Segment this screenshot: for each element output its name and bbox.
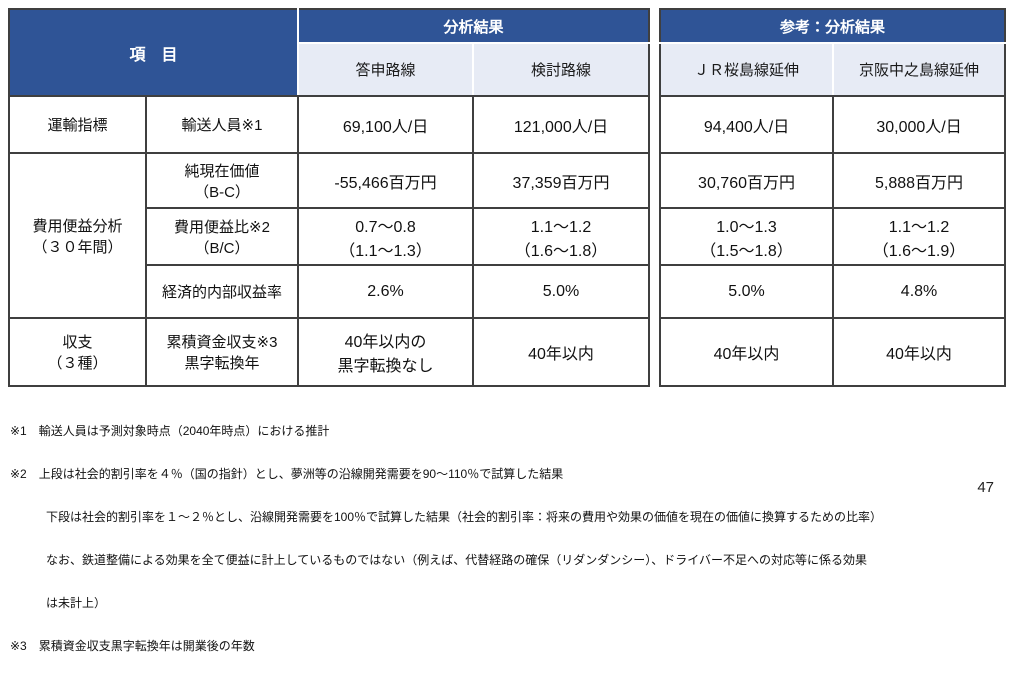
value-transport-kento: 121,000人/日 (472, 95, 651, 154)
ref-row-bcr: 1.0～1.3 （1.5～1.8） 1.1～1.2 （1.6～1.9） (659, 207, 1007, 266)
value-npv-jr: 30,760百万円 (659, 152, 835, 209)
group-cell-balance: 収支 （３種） (8, 317, 147, 387)
header-reference: 参考：分析結果 (659, 8, 1007, 44)
col-header-toshin: 答申路線 (297, 42, 475, 97)
header-item: 項 目 (7, 8, 300, 97)
row-balance: 収支 （３種） 累積資金収支※3 黒字転換年 40年以内の 黒字転換なし 40年… (8, 317, 651, 387)
value-balance-keihan: 40年以内 (832, 317, 1007, 387)
footnotes: ※1 輸送人員は予測対象時点（2040年時点）における推計 ※2 上段は社会的割… (10, 396, 1002, 682)
value-balance-jr: 40年以内 (659, 317, 835, 387)
ref-row-npv: 30,760百万円 5,888百万円 (659, 152, 1007, 209)
row-transport: 運輸指標 輸送人員※1 69,100人/日 121,000人/日 (8, 95, 651, 154)
value-eirr-jr: 5.0% (659, 264, 835, 319)
value-transport-toshin: 69,100人/日 (297, 95, 475, 154)
group-cell-transport: 運輸指標 (8, 95, 147, 154)
reference-header-row-1: 参考：分析結果 (659, 8, 1007, 44)
slide-page: 項 目 分析結果 答申路線 検討路線 運輸指標 輸送人員※1 69,100人/日… (7, 8, 1007, 653)
value-balance-kento: 40年以内 (472, 317, 651, 387)
value-bcr-kento: 1.1～1.2 （1.6～1.8） (472, 207, 651, 266)
page-number: 47 (977, 479, 994, 496)
group-cell-cost-benefit: 費用便益分析 （３０年間） (8, 152, 147, 319)
header-row-2: 答申路線 検討路線 (9, 42, 651, 97)
reference-header-row-2: ＪＲ桜島線延伸 京阪中之島線延伸 (659, 42, 1007, 97)
value-npv-toshin: -55,466百万円 (297, 152, 475, 209)
value-balance-toshin: 40年以内の 黒字転換なし (297, 317, 475, 387)
item-cell-bcr: 費用便益比※2 （B/C） (144, 207, 300, 266)
col-header-jr: ＪＲ桜島線延伸 (659, 42, 835, 97)
ref-row-balance: 40年以内 40年以内 (659, 317, 1007, 387)
value-npv-keihan: 5,888百万円 (832, 152, 1007, 209)
results-tables: 項 目 分析結果 答申路線 検討路線 運輸指標 輸送人員※1 69,100人/日… (7, 8, 1007, 387)
value-npv-kento: 37,359百万円 (472, 152, 651, 209)
row-bcr: 費用便益比※2 （B/C） 0.7～0.8 （1.1～1.3） 1.1～1.2 … (9, 207, 651, 266)
value-eirr-toshin: 2.6% (297, 264, 475, 319)
value-eirr-keihan: 4.8% (832, 264, 1007, 319)
value-transport-jr: 94,400人/日 (659, 95, 835, 154)
header-row-1: 項 目 分析結果 (7, 8, 651, 97)
col-header-kento: 検討路線 (472, 42, 651, 97)
value-bcr-toshin: 0.7～0.8 （1.1～1.3） (297, 207, 475, 266)
footnote-2-continued-2: なお、鉄道整備による効果を全て便益に計上しているものではない（例えば、代替経路の… (10, 553, 868, 567)
item-cell-eirr: 経済的内部収益率 (144, 264, 300, 319)
item-cell-passengers: 輸送人員※1 (144, 95, 300, 154)
footnote-2-continued-3: は未計上） (10, 596, 107, 610)
header-analysis: 分析結果 (297, 8, 651, 44)
ref-row-eirr: 5.0% 4.8% (659, 264, 1007, 319)
row-eirr: 経済的内部収益率 2.6% 5.0% (9, 264, 651, 319)
footnote-1: ※1 輸送人員は予測対象時点（2040年時点）における推計 (10, 424, 330, 438)
footnote-3: ※3 累積資金収支黒字転換年は開業後の年数 (10, 639, 255, 653)
reference-table: 参考：分析結果 ＪＲ桜島線延伸 京阪中之島線延伸 94,400人/日 30,00… (659, 8, 1007, 387)
value-bcr-keihan: 1.1～1.2 （1.6～1.9） (832, 207, 1007, 266)
value-bcr-jr: 1.0～1.3 （1.5～1.8） (659, 207, 835, 266)
row-npv: 費用便益分析 （３０年間） 純現在価値 （B-C） -55,466百万円 37,… (8, 152, 651, 319)
ref-row-transport: 94,400人/日 30,000人/日 (659, 95, 1007, 154)
footnote-2-continued-1: 下段は社会的割引率を１～２％とし、沿線開発需要を100％で試算した結果（社会的割… (10, 510, 883, 524)
item-cell-npv: 純現在価値 （B-C） (144, 152, 300, 209)
col-header-keihan: 京阪中之島線延伸 (832, 42, 1007, 97)
item-cell-balance: 累積資金収支※3 黒字転換年 (144, 317, 300, 387)
footnote-2: ※2 上段は社会的割引率を４％（国の指針）とし、夢洲等の沿線開発需要を90～11… (10, 467, 564, 481)
analysis-table: 項 目 分析結果 答申路線 検討路線 運輸指標 輸送人員※1 69,100人/日… (7, 8, 651, 387)
value-transport-keihan: 30,000人/日 (832, 95, 1007, 154)
value-eirr-kento: 5.0% (472, 264, 651, 319)
